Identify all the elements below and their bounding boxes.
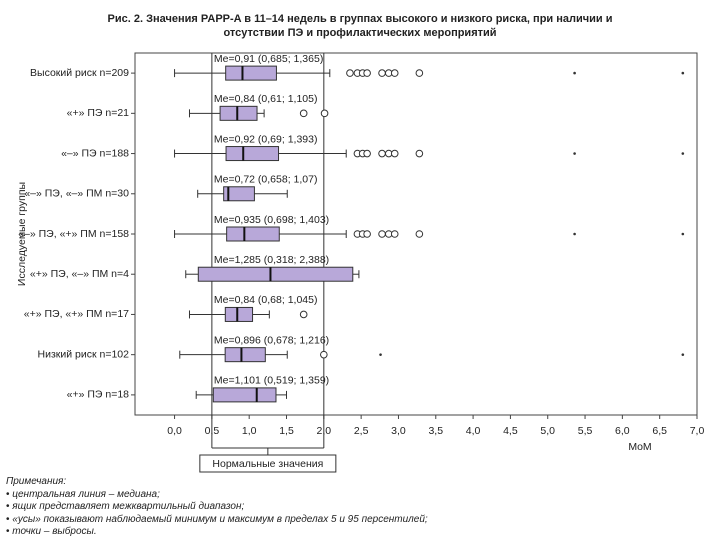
- outlier: [299, 310, 308, 319]
- median-annotation: Me=0,935 (0,698; 1,403): [214, 214, 329, 226]
- group-label: Низкий риск n=102: [38, 348, 130, 360]
- x-tick-label: 0,0: [167, 425, 182, 437]
- outlier: [390, 149, 399, 158]
- notes-list: центральная линия – медиана;ящик предста…: [6, 489, 428, 539]
- box: [226, 226, 280, 242]
- median-annotation: Me=0,92 (0,69; 1,393): [214, 133, 318, 145]
- group-label: «+» ПЭ, «–» ПМ n=4: [30, 268, 129, 280]
- outlier: [363, 69, 371, 77]
- group-label: Высокий риск n=209: [30, 67, 129, 79]
- group-label: «–» ПЭ, «+» ПМ n=158: [18, 228, 129, 240]
- median-annotation: Me=0,896 (0,678; 1,216): [214, 334, 329, 346]
- x-tick-label: 5,5: [578, 425, 593, 437]
- x-tick-label: 7,0: [690, 425, 705, 437]
- outlier: [415, 230, 424, 238]
- box: [212, 387, 277, 403]
- extreme: [379, 353, 382, 356]
- x-tick-label: 2,5: [354, 425, 369, 437]
- note-item: точки – выбросы.: [6, 526, 428, 539]
- outlier: [320, 109, 329, 118]
- note-item: центральная линия – медиана;: [6, 489, 428, 502]
- notes: Примечания: центральная линия – медиана;…: [6, 476, 428, 539]
- note-item: ящик представляет межквартильный диапазо…: [6, 501, 428, 514]
- notes-heading: Примечания:: [6, 476, 67, 487]
- median-annotation: Me=0,84 (0,68; 1,045): [214, 294, 318, 306]
- outlier: [390, 230, 399, 238]
- group-label: «–» ПЭ, «–» ПМ n=30: [24, 188, 129, 200]
- extreme: [681, 71, 685, 75]
- note-item: «усы» показывают наблюдаемый минимум и м…: [6, 514, 427, 527]
- box: [225, 146, 280, 162]
- outlier: [378, 149, 386, 158]
- x-tick-label: 6,5: [652, 425, 667, 437]
- normal-range-label: Нормальные значения: [212, 458, 323, 470]
- outlier: [363, 149, 371, 158]
- median-annotation: Me=1,101 (0,519; 1,359): [214, 375, 329, 387]
- outlier: [346, 69, 354, 77]
- x-tick-label: 4,5: [503, 425, 518, 437]
- median-annotation: Me=0,84 (0,61; 1,105): [214, 93, 318, 105]
- group-label: «+» ПЭ n=21: [67, 107, 130, 119]
- extreme: [573, 152, 576, 155]
- x-tick-label: 5,0: [540, 425, 555, 437]
- box: [223, 186, 255, 202]
- outlier: [415, 69, 424, 77]
- extreme: [573, 71, 576, 75]
- box: [225, 65, 277, 81]
- y-axis-label: Исследуемые группы: [16, 182, 28, 286]
- box: [224, 347, 266, 363]
- x-tick-label: 1,5: [279, 425, 294, 437]
- x-tick-label: 1,0: [242, 425, 257, 437]
- outlier: [390, 69, 399, 77]
- extreme: [573, 232, 576, 236]
- extreme: [681, 353, 685, 356]
- x-axis-label: MoM: [628, 441, 651, 453]
- median-annotation: Me=1,285 (0,318; 2,388): [214, 254, 329, 266]
- box: [224, 306, 254, 322]
- box: [219, 105, 258, 121]
- x-tick-label: 3,0: [391, 425, 406, 437]
- outlier: [320, 350, 328, 359]
- group-label: «–» ПЭ n=188: [61, 147, 129, 159]
- outlier: [299, 109, 308, 118]
- x-tick-label: 3,5: [428, 425, 443, 437]
- x-tick-label: 4,0: [466, 425, 481, 437]
- outlier: [378, 230, 386, 238]
- outlier: [415, 149, 424, 158]
- extreme: [681, 232, 685, 236]
- chart-title: Рис. 2. Значения PAPP-A в 11–14 недель в…: [107, 13, 613, 39]
- outlier: [378, 69, 386, 77]
- median-annotation: Me=0,91 (0,685; 1,365): [214, 53, 323, 65]
- outlier: [363, 230, 371, 238]
- group-label: «+» ПЭ, «+» ПМ n=17: [24, 308, 129, 320]
- box: [197, 266, 354, 282]
- group-label: «+» ПЭ n=18: [67, 389, 130, 401]
- median-annotation: Me=0,72 (0,658; 1,07): [214, 174, 318, 186]
- extreme: [681, 152, 685, 155]
- x-tick-label: 6,0: [615, 425, 630, 437]
